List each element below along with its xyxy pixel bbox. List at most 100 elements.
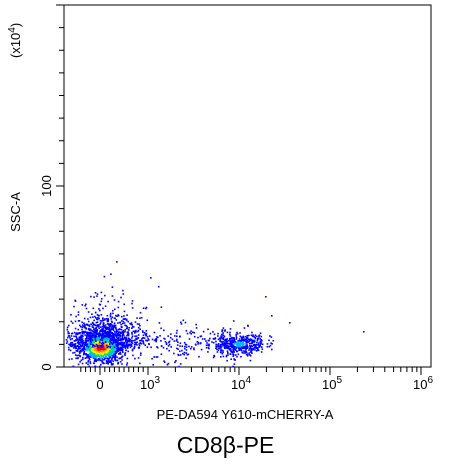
data-point bbox=[231, 346, 233, 348]
data-point bbox=[177, 348, 179, 350]
data-point bbox=[102, 330, 105, 332]
data-point bbox=[112, 309, 114, 312]
data-point bbox=[85, 337, 88, 340]
data-point bbox=[188, 345, 190, 348]
data-point bbox=[88, 347, 91, 349]
data-point bbox=[92, 344, 95, 346]
data-point bbox=[111, 351, 114, 353]
data-point bbox=[90, 352, 92, 354]
data-point bbox=[185, 344, 188, 346]
data-point bbox=[241, 336, 244, 339]
data-point bbox=[154, 338, 157, 341]
data-point bbox=[98, 327, 100, 330]
data-point bbox=[233, 363, 236, 365]
data-point bbox=[106, 351, 109, 354]
data-point bbox=[167, 335, 169, 337]
data-point bbox=[159, 335, 161, 337]
data-point bbox=[93, 356, 96, 359]
data-point bbox=[126, 357, 129, 360]
data-point bbox=[181, 345, 184, 347]
data-point bbox=[215, 343, 217, 346]
data-point bbox=[137, 330, 139, 333]
x-tick-label: 106 bbox=[413, 375, 433, 392]
data-point bbox=[193, 348, 195, 351]
data-point bbox=[80, 325, 82, 328]
data-point bbox=[99, 326, 102, 328]
data-point bbox=[69, 344, 72, 346]
data-point bbox=[124, 344, 126, 347]
data-point bbox=[158, 322, 161, 324]
data-point bbox=[106, 314, 109, 317]
data-point bbox=[258, 346, 260, 348]
data-point bbox=[122, 348, 124, 351]
data-point bbox=[85, 340, 87, 342]
data-point bbox=[107, 335, 110, 338]
data-point bbox=[138, 323, 140, 325]
data-point bbox=[96, 318, 99, 321]
data-point bbox=[261, 340, 263, 342]
data-point bbox=[103, 358, 105, 361]
data-point bbox=[123, 342, 125, 345]
data-point bbox=[234, 346, 236, 348]
data-point bbox=[96, 318, 98, 320]
data-point bbox=[81, 304, 84, 306]
data-point bbox=[228, 345, 230, 347]
data-point bbox=[145, 330, 148, 332]
data-point bbox=[150, 346, 152, 349]
data-point bbox=[102, 342, 105, 344]
data-point bbox=[96, 321, 99, 323]
data-point bbox=[78, 338, 80, 341]
data-point bbox=[215, 345, 217, 347]
data-point bbox=[221, 335, 223, 338]
data-point bbox=[101, 350, 103, 353]
data-point bbox=[80, 341, 82, 344]
data-point bbox=[127, 329, 130, 331]
data-point bbox=[89, 338, 92, 341]
data-point bbox=[105, 348, 107, 350]
data-point bbox=[145, 334, 147, 337]
data-point bbox=[232, 365, 234, 368]
data-point bbox=[88, 344, 90, 347]
data-point bbox=[111, 316, 114, 319]
data-point bbox=[120, 341, 123, 344]
data-point bbox=[85, 348, 88, 351]
data-point bbox=[89, 329, 91, 332]
data-point bbox=[75, 347, 78, 349]
data-point bbox=[246, 344, 248, 346]
data-point bbox=[77, 311, 80, 313]
data-point bbox=[86, 349, 88, 352]
data-point bbox=[116, 334, 118, 337]
data-point bbox=[99, 357, 101, 359]
data-point bbox=[113, 322, 116, 324]
data-point bbox=[251, 341, 253, 343]
data-point bbox=[230, 358, 232, 360]
data-point bbox=[145, 307, 147, 310]
data-point bbox=[100, 333, 102, 335]
data-point bbox=[114, 308, 116, 311]
data-point bbox=[238, 344, 241, 346]
data-point bbox=[114, 341, 117, 343]
data-point bbox=[125, 318, 127, 321]
data-point bbox=[97, 344, 99, 346]
data-point bbox=[70, 314, 72, 316]
data-point bbox=[84, 343, 87, 345]
data-point bbox=[70, 320, 73, 323]
data-point bbox=[156, 356, 159, 358]
data-point bbox=[250, 348, 253, 351]
data-point bbox=[193, 347, 195, 350]
data-point bbox=[119, 339, 121, 341]
data-point bbox=[87, 318, 89, 320]
data-point bbox=[80, 345, 83, 348]
data-point bbox=[86, 334, 88, 336]
data-point bbox=[67, 324, 70, 327]
data-point bbox=[183, 351, 186, 354]
data-point bbox=[228, 347, 231, 350]
data-point bbox=[99, 359, 101, 362]
data-point bbox=[244, 335, 247, 338]
data-point bbox=[122, 334, 124, 336]
data-point bbox=[97, 348, 100, 351]
data-point bbox=[140, 352, 142, 354]
data-point bbox=[119, 348, 122, 351]
data-point bbox=[249, 338, 252, 340]
data-point bbox=[219, 345, 222, 348]
